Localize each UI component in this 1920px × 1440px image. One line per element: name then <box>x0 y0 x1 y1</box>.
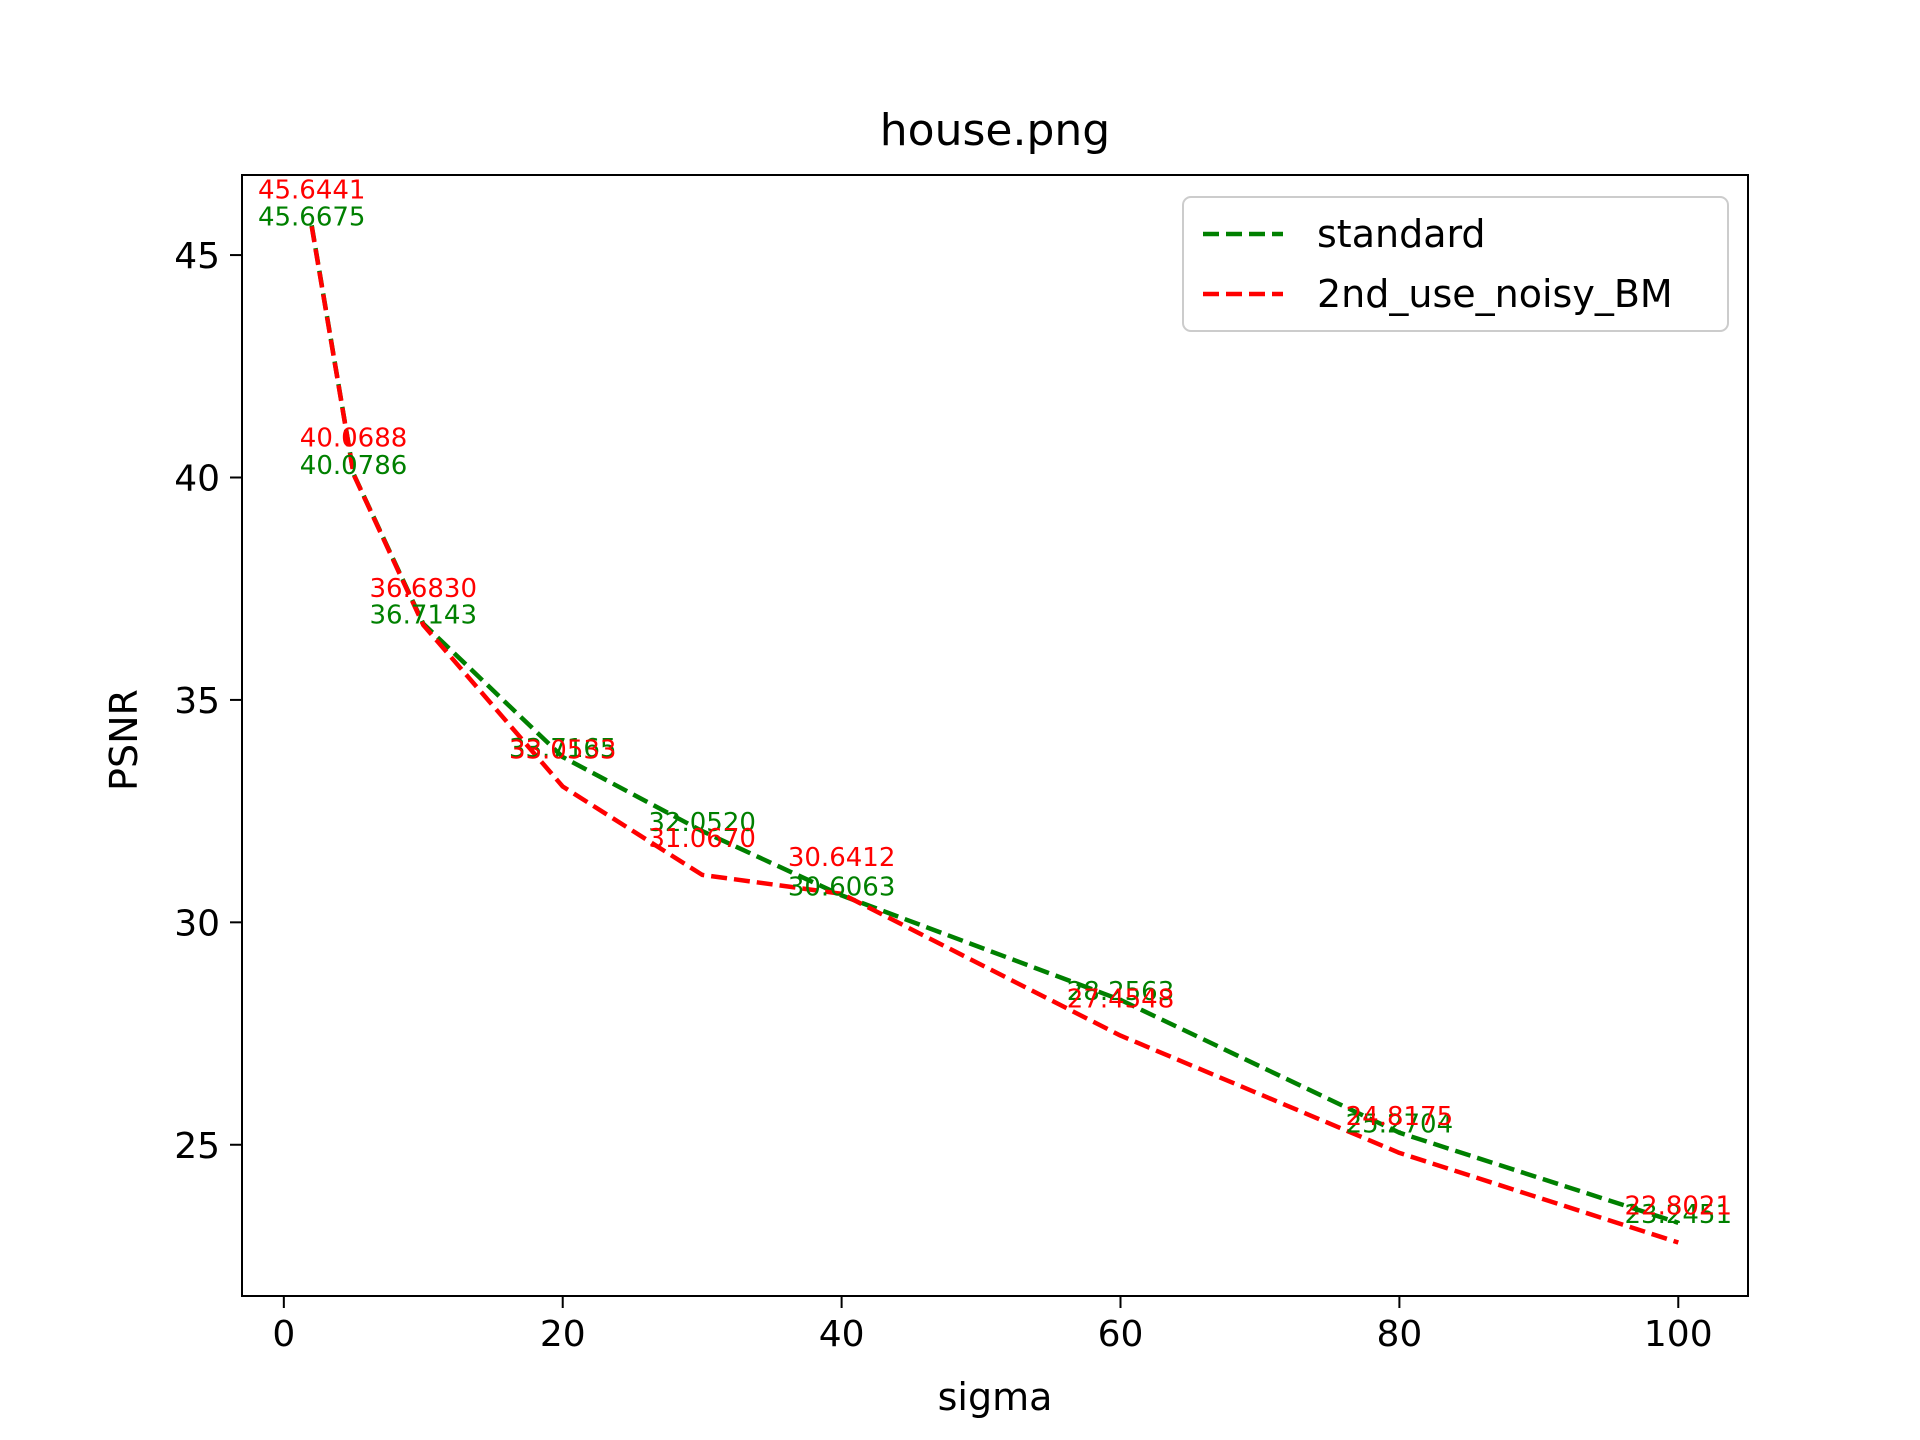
y-tick-label-2: 35 <box>174 681 220 722</box>
data-label-s1-p6: 27.4548 <box>1067 985 1175 1015</box>
legend-label-1: 2nd_use_noisy_BM <box>1317 272 1673 316</box>
data-label-s1-p7: 24.8175 <box>1346 1102 1454 1132</box>
x-axis-label: sigma <box>938 1375 1053 1419</box>
x-tick-label-0: 0 <box>272 1314 295 1355</box>
y-tick-label-1: 30 <box>174 903 220 944</box>
data-label-s1-p3: 33.0533 <box>509 736 617 766</box>
y-tick-label-3: 40 <box>174 458 220 499</box>
x-tick-label-5: 100 <box>1644 1314 1713 1355</box>
data-label-s1-p0: 45.6441 <box>258 175 366 205</box>
data-label-s1-p5: 30.6412 <box>788 843 896 873</box>
data-label-s0-p2: 36.7143 <box>370 601 478 631</box>
data-label-s1-p8: 22.8021 <box>1625 1192 1733 1222</box>
x-tick-label-3: 60 <box>1098 1314 1144 1355</box>
axes-frame <box>241 174 1749 1297</box>
data-label-s0-p6: 28.2563 <box>1067 977 1175 1007</box>
x-tick-label-1: 20 <box>540 1314 586 1355</box>
data-label-s0-p1: 40.0786 <box>300 451 408 481</box>
data-label-s1-p4: 31.0670 <box>648 824 756 854</box>
data-label-s1-p1: 40.0688 <box>300 423 408 453</box>
y-axis-label: PSNR <box>102 689 146 791</box>
legend-box <box>1182 196 1729 332</box>
x-tick-label-4: 80 <box>1376 1314 1422 1355</box>
data-label-s0-p0: 45.6675 <box>258 202 366 232</box>
x-tick-label-2: 40 <box>819 1314 865 1355</box>
plot-area: 45.6675 40.0786 36.7143 33.7165 32.0520 30.60… <box>174 174 1749 1355</box>
data-label-s0-p4: 32.0520 <box>648 808 756 838</box>
data-label-s1-p2: 36.6830 <box>370 574 478 604</box>
chart-title: house.png <box>880 105 1110 156</box>
legend: standard 2nd_use_noisy_BM <box>1182 196 1729 332</box>
series-line-1 <box>309 226 1679 1245</box>
y-tick-label-4: 45 <box>174 236 220 277</box>
data-label-s0-p8: 23.2451 <box>1625 1200 1733 1230</box>
data-label-s0-p3: 33.7165 <box>509 734 617 764</box>
y-tick-label-0: 25 <box>174 1126 220 1167</box>
legend-label-0: standard <box>1317 212 1486 256</box>
data-label-s0-p7: 25.2704 <box>1346 1110 1454 1140</box>
data-label-s0-p5: 30.6063 <box>788 872 896 902</box>
